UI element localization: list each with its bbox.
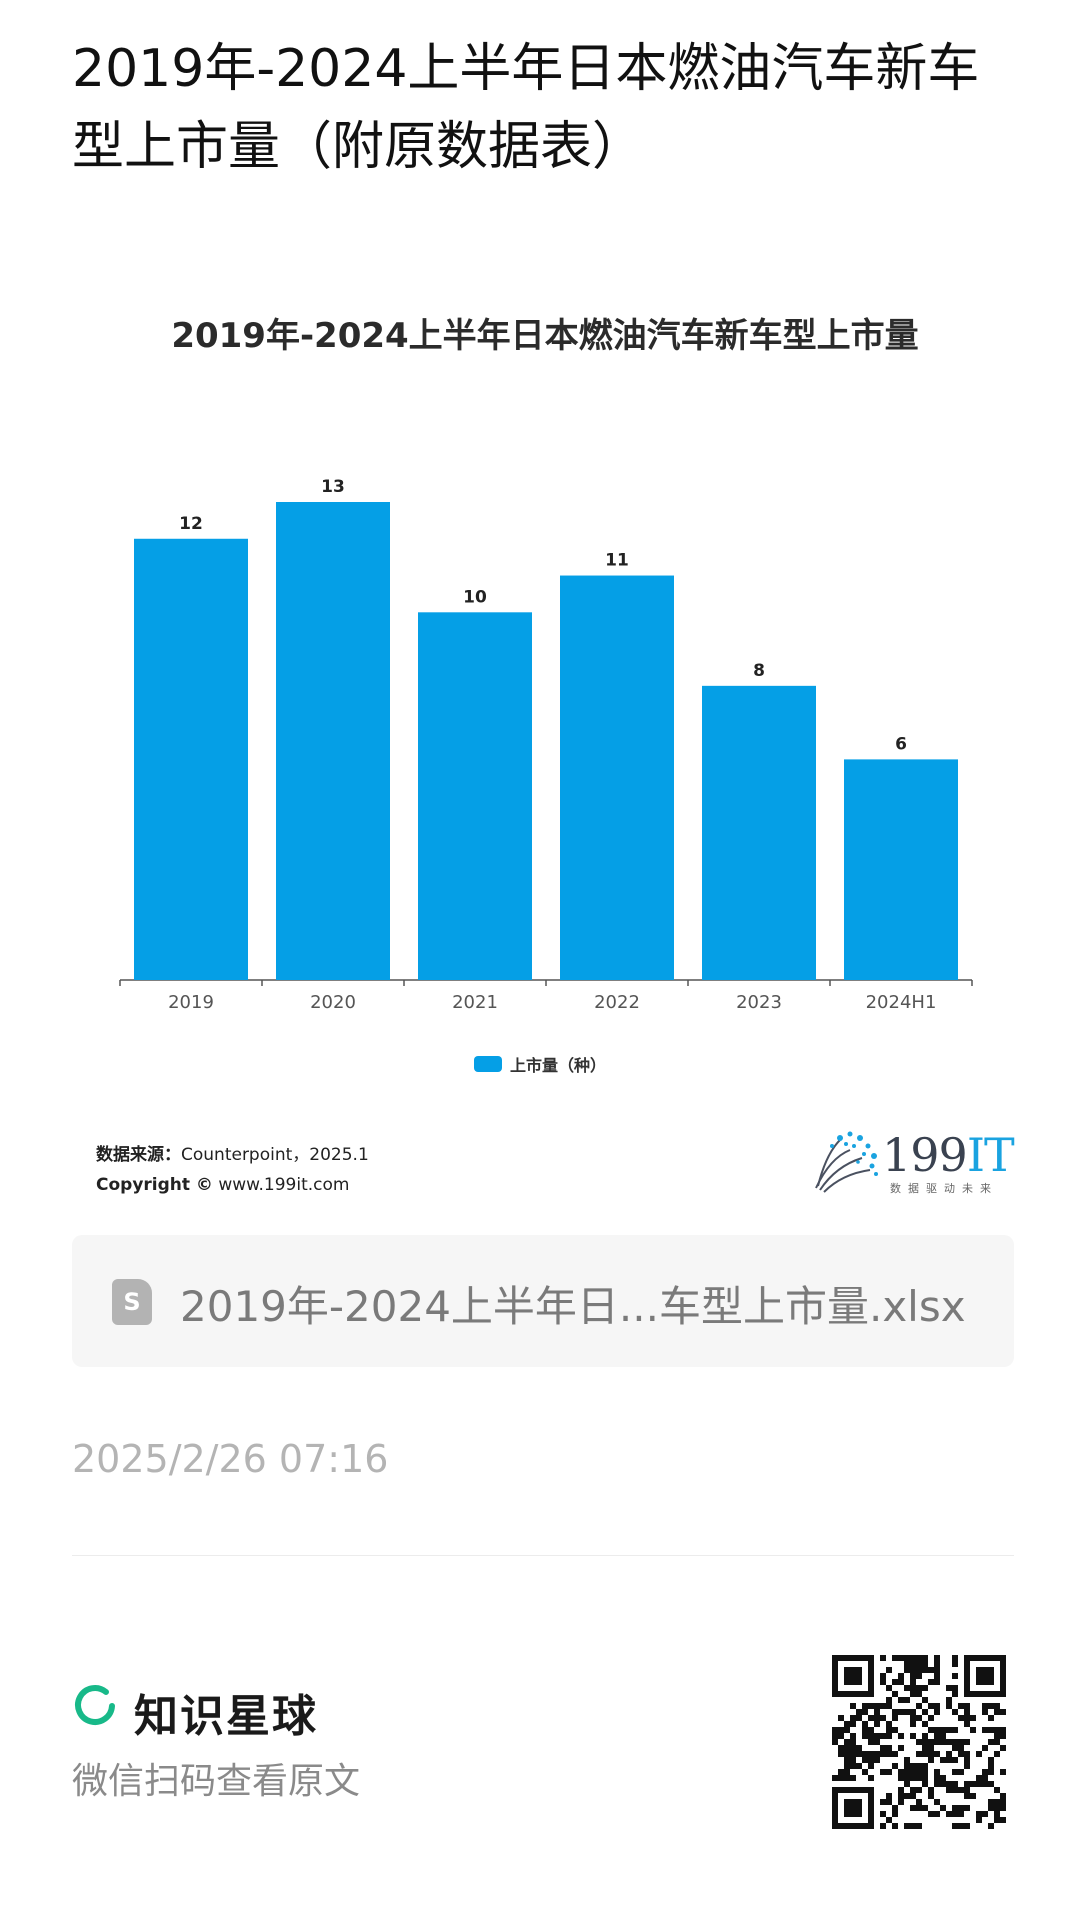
legend-swatch xyxy=(473,1056,502,1072)
logo-number: 199 xyxy=(882,1128,968,1182)
qr-code-icon[interactable] xyxy=(832,1655,1006,1829)
199it-logo: 199IT 数据驱动未来 xyxy=(810,1128,1015,1196)
bar-chart: 12 2019 13 2020 10 2021 11 2022 8 2023 6 2024H1 xyxy=(119,477,973,1013)
timestamp: 2025/2/26 07:16 xyxy=(72,1437,389,1481)
file-icon-letter: S xyxy=(123,1288,141,1316)
chart-title: 2019年-2024上半年日本燃油汽车新车型上市量 xyxy=(171,316,919,356)
bar-2023 xyxy=(702,685,816,980)
x-tick-label: 2021 xyxy=(452,992,498,1013)
bar-2024H1 xyxy=(844,759,958,980)
x-tick-label: 2022 xyxy=(594,992,640,1013)
logo-text: 199IT xyxy=(882,1128,1015,1182)
data-source: 数据来源：Counterpoint，2025.1 Copyright © www… xyxy=(96,1140,369,1200)
copyright-label: Copyright © xyxy=(96,1175,213,1195)
dandelion-logo-icon xyxy=(815,1131,878,1193)
file-name: 2019年-2024上半年日...车型上市量.xlsx xyxy=(180,1282,966,1331)
chart-legend: 上市量（种） xyxy=(0,1052,1080,1076)
data-label: 12 xyxy=(179,514,203,534)
bar-2021 xyxy=(418,612,532,980)
bar-2022 xyxy=(560,575,674,980)
brand-name: 知识星球 xyxy=(134,1691,318,1742)
source-text: Counterpoint，2025.1 xyxy=(181,1145,369,1165)
data-label: 10 xyxy=(463,587,487,607)
logo-it: IT xyxy=(966,1128,1015,1182)
copyright-url: www.199it.com xyxy=(218,1175,350,1195)
data-label: 13 xyxy=(321,477,345,497)
ring-logo-icon xyxy=(75,1685,115,1725)
bar-2020 xyxy=(276,502,390,980)
data-label: 6 xyxy=(895,734,907,754)
x-tick-label: 2024H1 xyxy=(866,992,937,1013)
page-title: 2019年-2024上半年日本燃油汽车新车型上市量（附原数据表） xyxy=(72,39,980,177)
logo-tagline: 数据驱动未来 xyxy=(890,1182,998,1195)
x-tick-label: 2020 xyxy=(310,992,356,1013)
source-label: 数据来源： xyxy=(96,1145,181,1165)
x-tick-label: 2023 xyxy=(736,992,782,1013)
divider xyxy=(72,1555,1014,1556)
data-label: 11 xyxy=(605,551,629,571)
bar-2019 xyxy=(134,538,248,980)
scan-hint: 微信扫码查看原文 xyxy=(72,1761,361,1802)
data-label: 8 xyxy=(753,661,765,681)
spreadsheet-file-icon: S xyxy=(112,1279,152,1325)
legend-label: 上市量（种） xyxy=(509,1056,606,1075)
x-tick-label: 2019 xyxy=(168,992,214,1013)
attachment-card[interactable]: S 2019年-2024上半年日...车型上市量.xlsx xyxy=(72,1235,1014,1367)
